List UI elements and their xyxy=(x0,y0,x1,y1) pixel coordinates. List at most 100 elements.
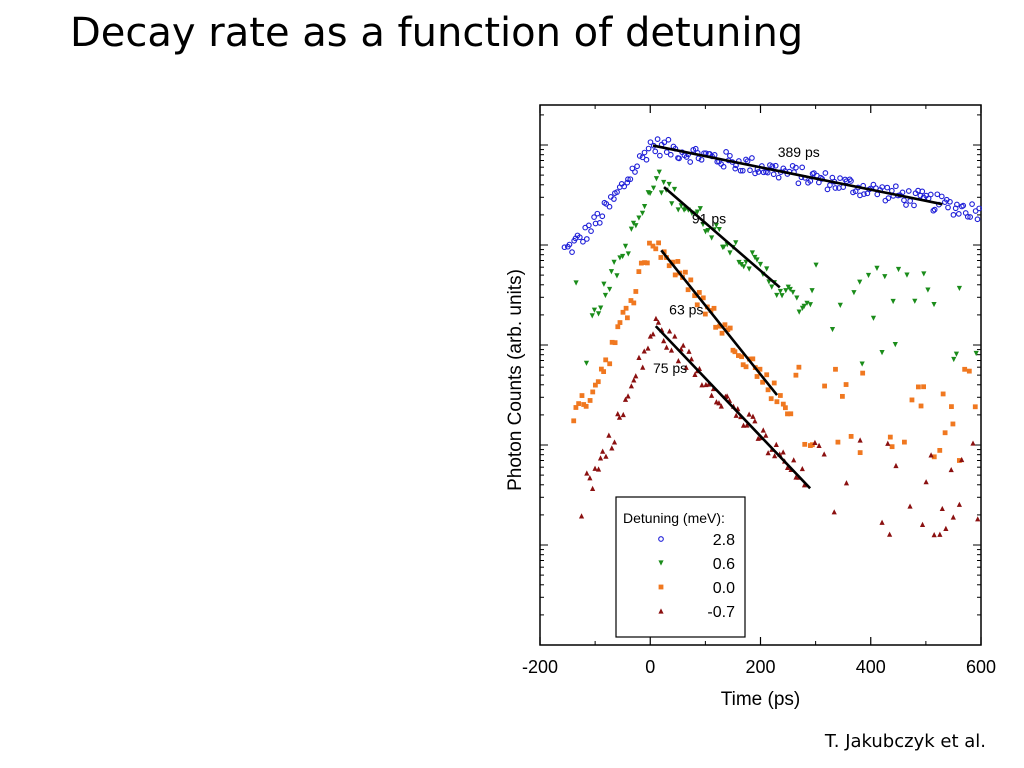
data-point xyxy=(972,208,979,214)
data-point xyxy=(943,525,949,531)
data-point xyxy=(597,455,604,461)
data-point xyxy=(744,422,750,428)
data-point xyxy=(598,305,604,311)
data-point xyxy=(773,441,779,448)
data-point xyxy=(903,202,909,208)
data-point xyxy=(636,153,643,159)
data-point xyxy=(598,366,604,372)
legend-title: Detuning (meV): xyxy=(623,510,725,526)
data-point xyxy=(956,285,963,292)
fit-line xyxy=(660,249,779,396)
data-point xyxy=(931,206,938,213)
data-point xyxy=(579,393,585,398)
data-point xyxy=(801,303,807,309)
data-point xyxy=(739,354,744,360)
data-point xyxy=(816,442,822,448)
data-point xyxy=(584,470,590,476)
data-point xyxy=(749,155,755,161)
data-point xyxy=(624,179,631,186)
data-point xyxy=(964,213,971,220)
data-point xyxy=(969,201,975,207)
data-point xyxy=(741,264,747,270)
data-point xyxy=(962,366,968,372)
data-point xyxy=(718,403,724,409)
data-point xyxy=(865,272,872,279)
data-point xyxy=(661,338,667,344)
data-point xyxy=(720,163,727,170)
data-point xyxy=(931,532,937,538)
data-point xyxy=(595,466,602,472)
data-point xyxy=(972,404,978,410)
data-point xyxy=(764,169,771,176)
data-point xyxy=(757,366,763,372)
data-point xyxy=(796,364,802,370)
data-point xyxy=(694,209,701,215)
x-tick-label: 600 xyxy=(966,657,996,677)
data-point xyxy=(904,272,910,278)
data-point xyxy=(887,531,893,537)
data-point xyxy=(576,234,583,241)
legend-marker xyxy=(658,584,664,590)
data-point xyxy=(650,185,657,191)
data-point xyxy=(912,298,918,304)
data-point xyxy=(801,482,808,488)
data-point xyxy=(927,191,934,198)
data-point xyxy=(959,456,965,463)
data-point xyxy=(566,241,573,248)
data-point xyxy=(628,383,634,389)
data-point xyxy=(870,315,877,321)
legend-entry: 0.0 xyxy=(713,580,735,597)
data-point xyxy=(970,440,976,446)
data-point xyxy=(561,244,568,251)
data-point xyxy=(794,295,800,301)
x-tick-label: -200 xyxy=(522,657,558,677)
data-point xyxy=(666,328,673,334)
data-point xyxy=(752,418,758,424)
data-point xyxy=(859,361,865,367)
data-point xyxy=(621,183,628,190)
data-point xyxy=(925,287,931,293)
data-point xyxy=(948,466,954,473)
data-point xyxy=(821,451,827,457)
data-point xyxy=(809,442,815,448)
data-point xyxy=(746,411,752,417)
data-point xyxy=(743,364,749,370)
data-point xyxy=(606,203,613,210)
data-point xyxy=(614,273,620,279)
data-point xyxy=(634,163,640,170)
data-point xyxy=(905,188,912,194)
data-point xyxy=(719,330,725,336)
data-point xyxy=(623,305,629,311)
data-point xyxy=(966,368,972,374)
data-point xyxy=(733,240,739,246)
x-tick-label: 200 xyxy=(745,657,775,677)
data-point xyxy=(799,164,806,171)
legend-entry: 0.6 xyxy=(713,556,735,573)
data-point xyxy=(813,262,819,268)
data-point xyxy=(655,319,662,325)
data-point xyxy=(784,464,791,470)
data-point xyxy=(592,465,598,471)
data-point xyxy=(764,266,770,272)
legend-marker xyxy=(658,608,664,614)
data-point xyxy=(647,139,654,146)
data-point xyxy=(657,152,663,159)
data-point xyxy=(949,404,954,410)
data-point xyxy=(956,501,962,507)
data-point xyxy=(796,309,802,315)
data-point xyxy=(645,345,651,351)
data-point xyxy=(802,441,808,447)
data-point xyxy=(843,382,849,387)
data-point xyxy=(857,279,863,285)
data-point xyxy=(934,191,941,198)
data-point xyxy=(879,350,885,356)
data-point xyxy=(601,369,607,374)
data-point xyxy=(590,389,596,395)
data-point xyxy=(743,156,749,163)
data-point xyxy=(624,315,630,321)
data-point xyxy=(661,139,668,146)
data-point xyxy=(669,201,675,207)
data-point xyxy=(670,259,676,265)
data-point xyxy=(793,372,799,378)
data-point xyxy=(973,350,979,357)
